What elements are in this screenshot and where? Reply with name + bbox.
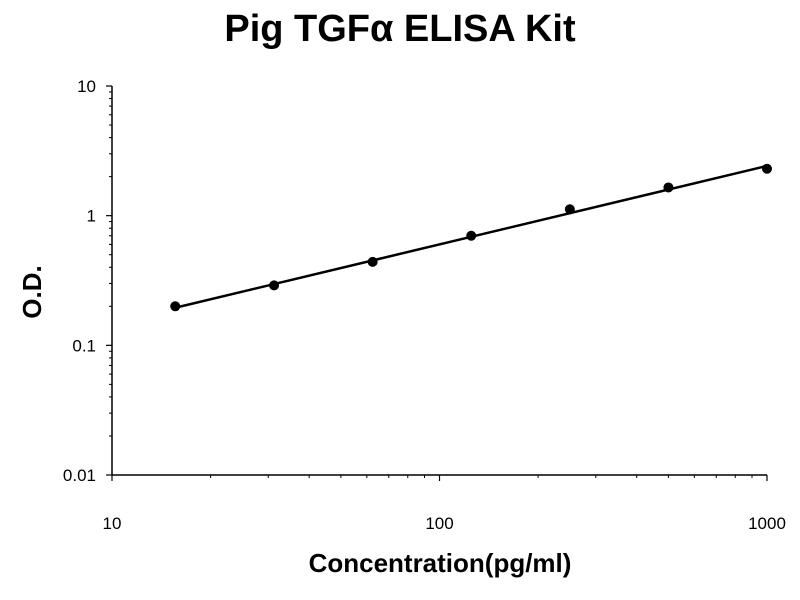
data-point (663, 182, 674, 193)
ticks: 10 1 0.1 0.01 10 100 1000 (63, 77, 786, 533)
y-axis-label: O.D. (17, 265, 47, 319)
points-group (170, 163, 772, 312)
x-tick-label: 1000 (748, 514, 786, 533)
data-point (269, 280, 280, 291)
data-point (762, 163, 772, 174)
x-axis-label: Concentration(pg/ml) (308, 548, 572, 578)
y-tick-label: 10 (77, 77, 96, 96)
data-point (564, 204, 575, 215)
data-point (367, 256, 378, 267)
y-tick-label: 0.01 (63, 466, 96, 485)
x-tick-label: 10 (103, 514, 122, 533)
data-point (170, 301, 181, 312)
y-tick-label: 0.1 (72, 336, 96, 355)
x-tick-label: 100 (425, 514, 453, 533)
y-tick-label: 1 (87, 207, 96, 226)
chart-title: Pig TGFα ELISA Kit (224, 8, 576, 50)
data-point (466, 230, 477, 241)
axes (111, 86, 767, 476)
